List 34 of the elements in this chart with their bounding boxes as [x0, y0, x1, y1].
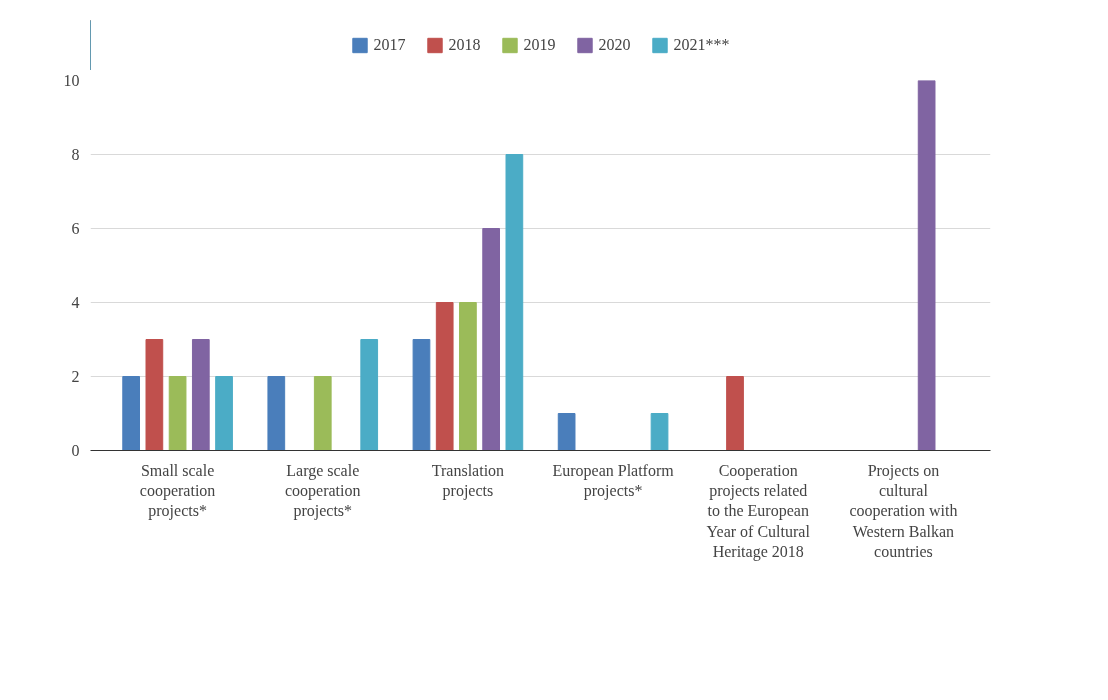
legend-label: 2018 [448, 36, 481, 54]
bar [917, 80, 936, 451]
bar [122, 376, 141, 451]
legend-label: 2017 [373, 36, 406, 54]
y-tick-label: 8 [71, 146, 80, 163]
bar [215, 376, 233, 451]
y-tick-label: 10 [63, 72, 80, 89]
bar [482, 228, 501, 451]
bar [191, 339, 210, 451]
y-tick-label: 0 [71, 442, 80, 459]
bar [412, 339, 431, 451]
x-tick-label: European Platform projects* [552, 461, 675, 500]
bar [145, 339, 164, 451]
bar [459, 302, 477, 451]
x-tick-label: Large scale cooperation projects* [285, 461, 361, 521]
bar [360, 339, 379, 451]
x-tick-label: Small scale cooperation projects* [139, 461, 216, 521]
bar [267, 376, 286, 451]
bar [435, 302, 454, 451]
bar [168, 376, 187, 451]
legend-label: 2020 [598, 36, 631, 54]
y-tick-label: 2 [71, 368, 80, 385]
legend-label: 2021*** [673, 36, 730, 54]
bar [650, 413, 669, 451]
legend-label: 2019 [523, 36, 556, 54]
y-tick-label: 4 [71, 294, 80, 311]
bar [313, 376, 332, 451]
x-tick-label: Projects on cultural cooperation with Western Balkan countries [849, 461, 958, 561]
x-tick-label: Translation projects [431, 461, 505, 500]
bar [726, 376, 744, 451]
x-tick-label: Cooperation projects related to the European Year of Cultural Heritage 2018 [706, 461, 811, 562]
bar [505, 154, 524, 451]
bar [557, 413, 576, 451]
y-tick-label: 6 [71, 220, 80, 237]
